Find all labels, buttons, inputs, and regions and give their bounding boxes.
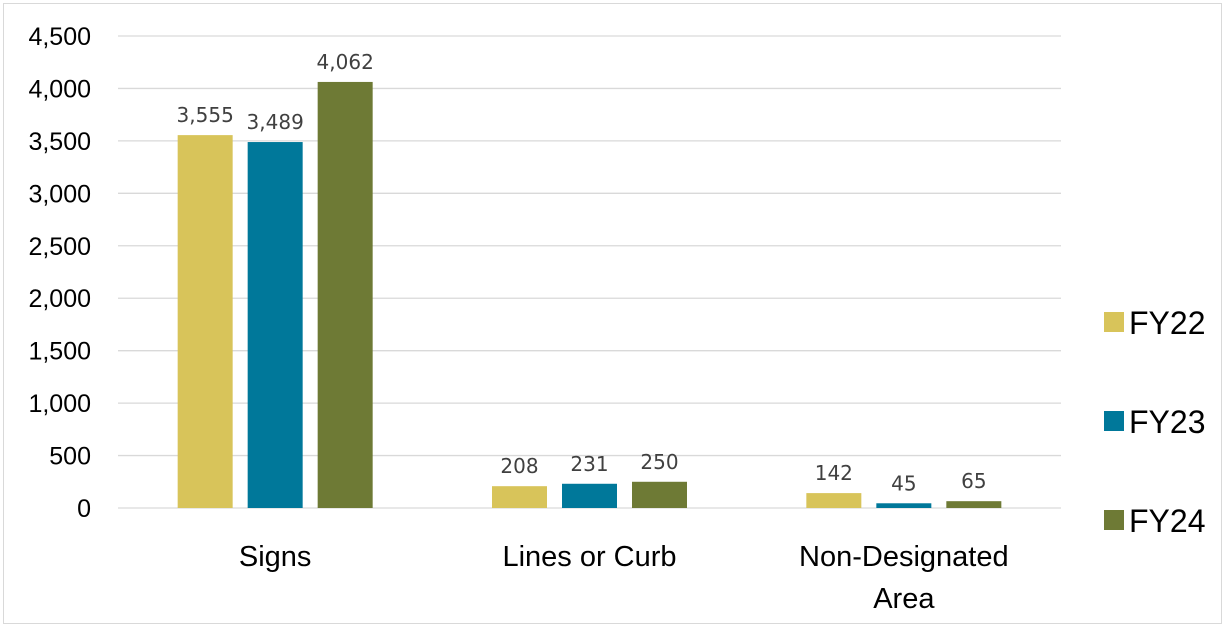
- x-category-label: Signs: [239, 541, 312, 573]
- x-axis: Signs Lines or Curb Non-Designated Area: [239, 541, 1009, 615]
- x-category-label: Lines or Curb: [502, 541, 676, 573]
- y-tick-label: 4,000: [28, 75, 91, 103]
- legend-label-fy24: FY24: [1129, 503, 1205, 539]
- bars: [177, 81, 1002, 508]
- data-label: 3,555: [177, 103, 234, 127]
- bar-fy22: [177, 135, 233, 508]
- bar-fy24: [946, 501, 1002, 508]
- legend-label-fy23: FY23: [1129, 404, 1205, 440]
- y-tick-label: 2,500: [28, 233, 91, 261]
- bar-fy22: [806, 493, 862, 508]
- data-label: 45: [891, 471, 916, 495]
- data-labels: 3,555 3,489 4,062 208 231 250 142 45 65: [177, 50, 987, 495]
- y-axis: 0 500 1,000 1,500 2,000 2,500 3,000 3,500 4,000 4…: [28, 23, 91, 523]
- y-tick-label: 500: [49, 443, 91, 471]
- x-category-label: Non-Designated Area: [799, 541, 1009, 615]
- bar-fy24: [317, 81, 373, 508]
- bar-fy24: [632, 481, 687, 508]
- y-tick-label: 3,500: [28, 128, 91, 156]
- legend-label-fy22: FY22: [1129, 305, 1205, 341]
- y-tick-label: 4,500: [28, 23, 91, 51]
- bar-fy23: [876, 503, 932, 508]
- data-label: 65: [961, 469, 986, 493]
- legend: FY22 FY23 FY24: [1104, 305, 1205, 539]
- data-label: 3,489: [247, 110, 304, 134]
- data-label: 142: [815, 461, 853, 485]
- y-tick-label: 3,000: [28, 180, 91, 208]
- bar-fy22: [492, 486, 547, 508]
- data-label: 4,062: [317, 50, 374, 74]
- legend-swatch-fy24: [1104, 510, 1124, 530]
- legend-swatch-fy22: [1104, 312, 1124, 332]
- bar-fy23: [562, 483, 617, 508]
- y-tick-label: 2,000: [28, 285, 91, 313]
- data-label: 231: [570, 452, 608, 476]
- legend-swatch-fy23: [1104, 411, 1124, 431]
- y-tick-label: 1,500: [28, 338, 91, 366]
- y-tick-label: 1,000: [28, 390, 91, 418]
- y-tick-label: 0: [77, 495, 91, 523]
- data-label: 250: [640, 450, 678, 474]
- bar-fy23: [247, 142, 303, 508]
- data-label: 208: [500, 454, 538, 478]
